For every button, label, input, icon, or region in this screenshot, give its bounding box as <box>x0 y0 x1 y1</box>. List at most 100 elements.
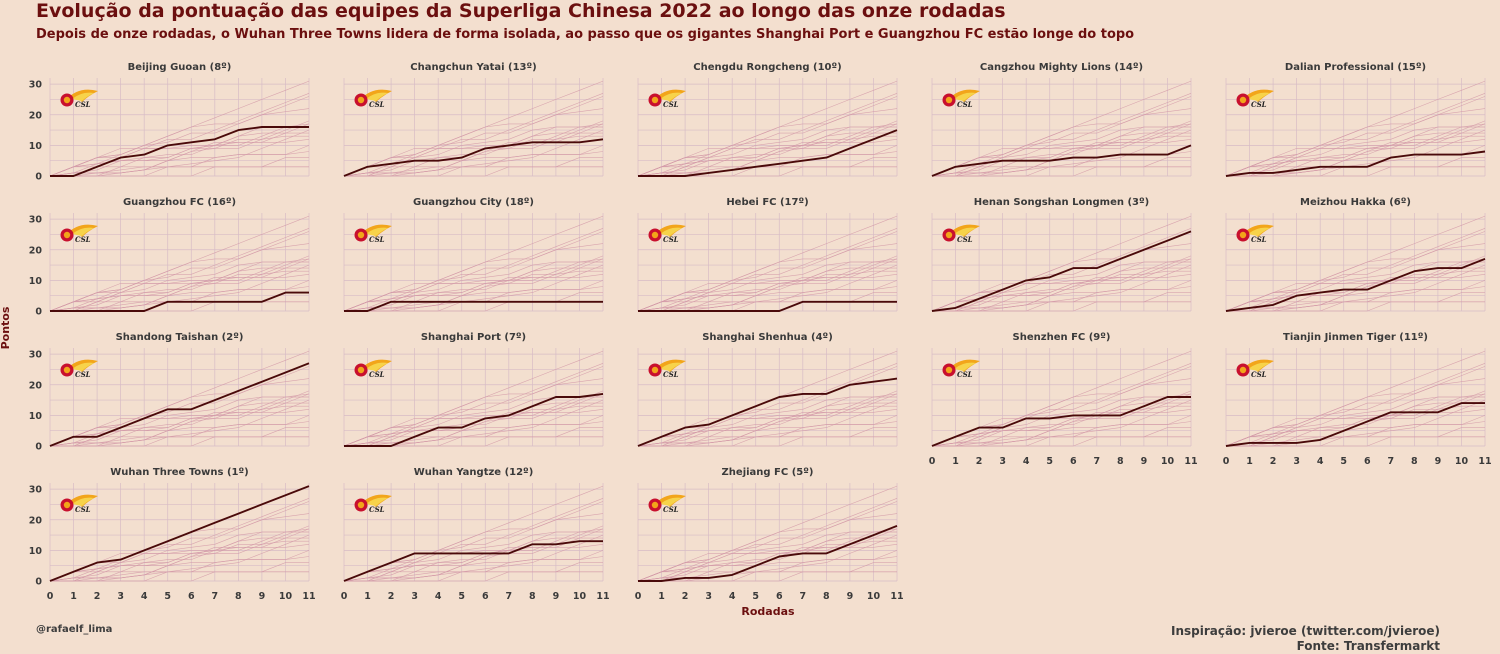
background-series-line <box>931 261 1191 312</box>
background-series-line <box>931 366 1192 447</box>
panel-title: Meizhou Hakka (6º) <box>1300 197 1411 208</box>
background-series-line <box>931 135 1191 177</box>
background-series-line <box>637 544 898 582</box>
x-tick-label: 2 <box>1270 456 1277 467</box>
series-line-shenzhen-fc-9 <box>931 396 1191 447</box>
x-tick-label: 8 <box>1117 456 1124 467</box>
y-tick-label: 20 <box>29 515 43 526</box>
background-series-line <box>343 261 603 312</box>
background-series-line <box>49 261 309 312</box>
background-series-line <box>49 544 310 582</box>
background-series-line <box>49 258 310 312</box>
background-series-line <box>344 571 603 582</box>
background-series-line <box>932 166 1191 177</box>
background-series-line <box>344 390 604 447</box>
x-tick-label: 8 <box>235 591 242 602</box>
logo-ball-core <box>945 366 953 374</box>
logo-ball-core <box>63 366 71 374</box>
flame-inner-shape <box>366 227 388 236</box>
x-tick-label: 6 <box>188 591 195 602</box>
background-series-line <box>343 544 604 582</box>
x-tick-label: 7 <box>1094 456 1101 467</box>
panel-shenzhen-fc-9: Shenzhen FC (9º) CSL 0 1 2 3 4 5 6 7 8 9 10 11 <box>929 332 1198 467</box>
csl-logo: CSL <box>354 224 392 244</box>
background-series-line <box>50 525 310 582</box>
background-series-line <box>50 528 310 582</box>
background-series-line <box>49 498 310 582</box>
panel-title: Henan Songshan Longmen (3º) <box>974 197 1149 208</box>
x-tick-label: 2 <box>388 591 395 602</box>
background-series-line <box>343 123 604 177</box>
series-line-henan-songshan-longmen-3 <box>931 230 1192 312</box>
background-series-line <box>1226 126 1485 177</box>
background-series-line <box>637 396 897 447</box>
background-series-line <box>49 393 310 447</box>
x-tick-label: 10 <box>279 591 293 602</box>
panel-meizhou-hakka-6: Meizhou Hakka (6º) CSL <box>1225 197 1486 312</box>
background-series-line <box>343 393 604 447</box>
background-series-line <box>1226 436 1485 447</box>
flame-inner-shape <box>1248 362 1270 371</box>
flame-inner-shape <box>660 227 682 236</box>
x-tick-label: 7 <box>1388 456 1395 467</box>
x-tick-label: 1 <box>364 591 371 602</box>
x-tick-label: 5 <box>752 591 759 602</box>
background-series-line <box>637 126 897 177</box>
panel-title: Beijing Guoan (8º) <box>128 62 232 73</box>
panel-title: Wuhan Three Towns (1º) <box>110 467 248 478</box>
csl-logo: CSL <box>1236 359 1274 379</box>
series-line-guangzhou-city-18 <box>344 300 603 312</box>
csl-logo: CSL <box>942 89 980 109</box>
chart-title: Evolução da pontuação das equipes da Sup… <box>36 0 1006 22</box>
background-series-line <box>932 396 1191 447</box>
x-tick-label: 0 <box>341 591 348 602</box>
background-series-line <box>1225 139 1486 177</box>
background-series-line <box>932 436 1191 447</box>
logo-ball-core <box>651 366 659 374</box>
y-tick-label: 30 <box>29 485 43 496</box>
panel-beijing-guoan-8: Beijing Guoan (8º) CSL 0 10 20 30 <box>29 62 310 183</box>
background-series-line <box>50 390 310 447</box>
background-series-line <box>932 436 1191 447</box>
logo-ball-core <box>1239 366 1247 374</box>
background-series-line <box>637 393 898 447</box>
x-tick-label: 7 <box>506 591 513 602</box>
y-tick-label: 0 <box>35 172 42 183</box>
csl-logo: CSL <box>648 359 686 379</box>
background-series-line <box>49 270 309 312</box>
logo-text: CSL <box>663 235 679 244</box>
logo-ball-core <box>63 96 71 104</box>
background-series-line <box>1226 396 1485 447</box>
x-tick-label: 3 <box>999 456 1006 467</box>
background-series-line <box>931 96 1192 177</box>
background-series-line <box>50 531 309 582</box>
series-line-wuhan-yangtze-12 <box>343 540 603 582</box>
y-axis-label: Pontos <box>0 306 12 349</box>
panel-guangzhou-city-18: Guangzhou City (18º) CSL <box>343 197 604 312</box>
logo-ball-core <box>63 501 71 509</box>
flame-inner-shape <box>660 92 682 101</box>
series-line-zhejiang-fc-5 <box>638 525 898 582</box>
background-series-line <box>638 166 897 177</box>
csl-logo: CSL <box>942 359 980 379</box>
panel-title: Cangzhou Mighty Lions (14º) <box>980 62 1143 73</box>
background-series-line <box>343 93 604 177</box>
background-series-line <box>50 571 309 582</box>
background-series-line <box>49 231 310 312</box>
x-tick-label: 4 <box>729 591 736 602</box>
background-series-line <box>343 228 604 312</box>
series-line-beijing-guoan-8 <box>50 126 309 177</box>
background-series-line <box>344 396 603 447</box>
background-series-line <box>1225 123 1486 177</box>
background-series-line <box>49 396 309 447</box>
x-tick-label: 2 <box>976 456 983 467</box>
x-tick-label: 11 <box>1478 456 1491 467</box>
background-series-line <box>344 120 604 177</box>
background-series-line <box>50 261 309 312</box>
logo-text: CSL <box>75 235 91 244</box>
logo-text: CSL <box>957 235 973 244</box>
logo-ball-core <box>357 96 365 104</box>
x-tick-label: 10 <box>1455 456 1469 467</box>
background-series-line <box>638 255 898 312</box>
background-series-line <box>1226 123 1486 177</box>
